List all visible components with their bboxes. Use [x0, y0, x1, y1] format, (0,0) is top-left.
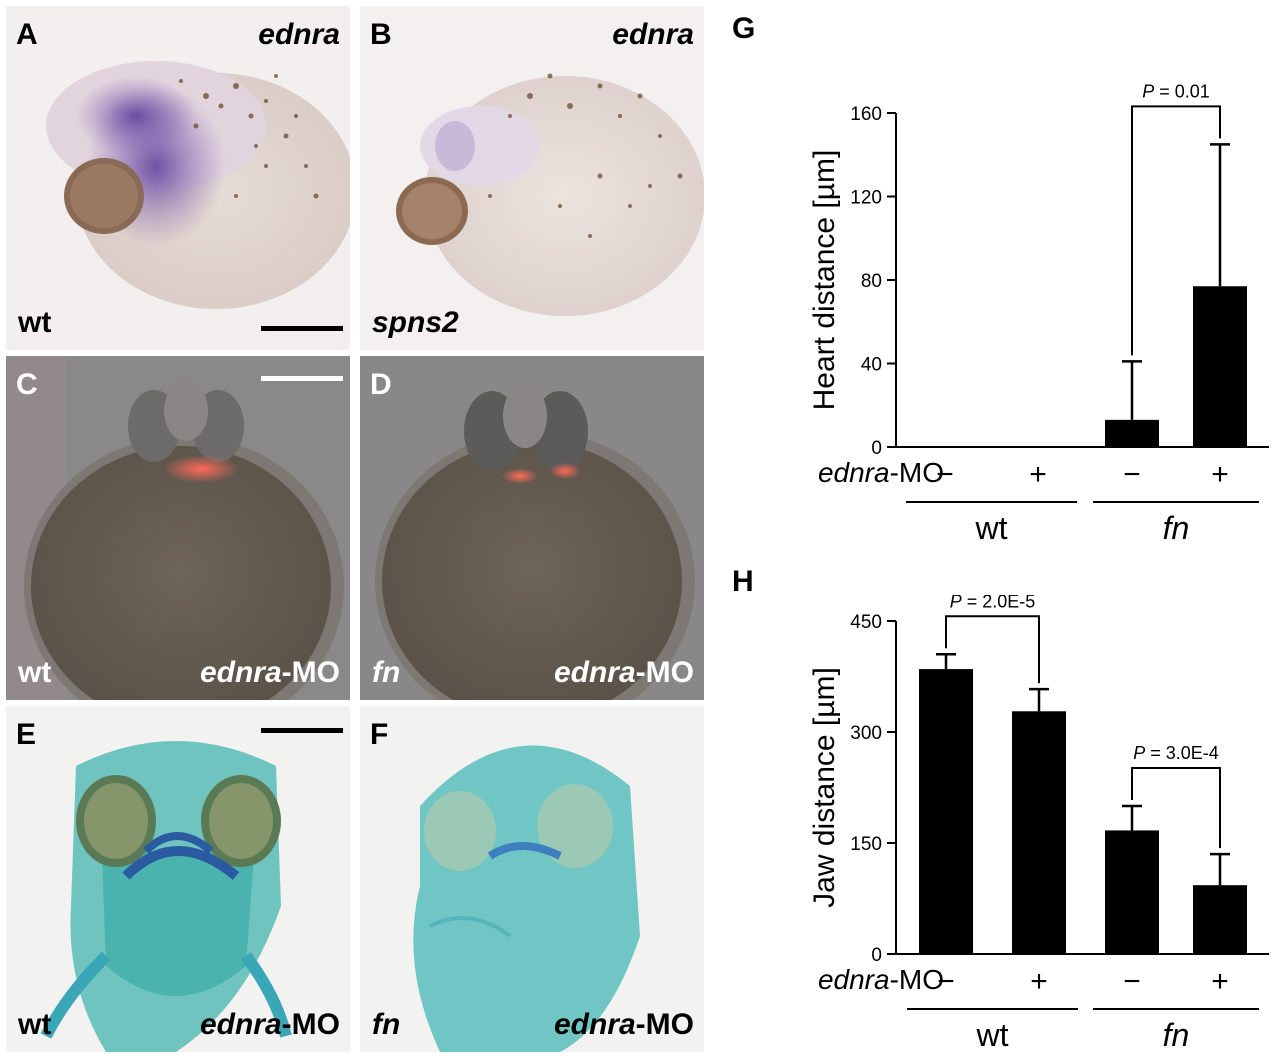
significance-bracket	[1131, 767, 1221, 849]
y-tick-label: 450	[850, 612, 882, 633]
bar	[1193, 885, 1247, 954]
panel-b: B ednra spns2	[360, 6, 704, 350]
panel-letter: C	[16, 368, 38, 401]
bar	[1193, 286, 1247, 447]
panel-letter: F	[370, 718, 389, 751]
panel-f: F fn ednra-MO	[360, 706, 704, 1052]
jaw-distance-bar-chart: 0 150 300 450 Jaw distance [µm] P = 2.0E-5 P =…	[808, 591, 1269, 1053]
category-label: −	[936, 458, 954, 491]
genotype-label: wt	[18, 306, 52, 339]
bar	[1105, 830, 1159, 954]
genotype-label: wt	[18, 656, 52, 689]
chart-h: 0 150 300 450 Jaw distance [µm] P = 2.0E-5 P =…	[720, 591, 1275, 1055]
treatment-label: ednra-MO	[553, 1008, 694, 1041]
scale-bar	[261, 376, 343, 381]
treatment-label: ednra-MO	[553, 656, 694, 689]
panel-letter: A	[16, 18, 38, 51]
category-label: +	[1029, 458, 1047, 491]
panel-letter-h: H	[732, 565, 754, 598]
genotype-label: fn	[372, 1008, 401, 1041]
category-label: +	[1030, 965, 1048, 998]
larva-cartilage-image-e	[6, 706, 350, 1052]
panel-a: A ednra wt	[6, 6, 350, 350]
gene-label: ednra	[612, 18, 694, 51]
y-axis-label: Heart distance [µm]	[808, 150, 841, 411]
scale-bar	[261, 326, 343, 331]
panel-c: C wt ednra-MO	[6, 356, 350, 700]
y-tick-label: 80	[861, 271, 882, 292]
y-tick-label: 300	[850, 723, 882, 744]
p-value-label: P = 3.0E-4	[1133, 743, 1219, 763]
embryo-fluorescence-image-d	[360, 356, 704, 700]
heart-distance-bar-chart: 0 40 80 120 160 Heart distance [µm] P = 0.01 ed…	[808, 81, 1269, 546]
group-label: wt	[976, 1017, 1009, 1053]
category-label: +	[1211, 965, 1229, 998]
category-label: −	[1123, 965, 1141, 998]
y-tick-label: 160	[850, 104, 882, 125]
group-label: wt	[975, 510, 1008, 546]
embryo-ish-image-a	[6, 6, 350, 350]
bar	[919, 669, 973, 954]
y-tick-label: 40	[861, 355, 882, 376]
significance-bracket	[945, 615, 1040, 684]
embryo-ish-image-b	[360, 6, 704, 350]
panel-letter: B	[370, 18, 392, 51]
group-label: fn	[1163, 1017, 1190, 1053]
genotype-label: fn	[372, 656, 401, 689]
p-value-label: P = 0.01	[1142, 81, 1210, 101]
genotype-label: wt	[18, 1008, 52, 1041]
significance-bracket	[1131, 105, 1221, 356]
genotype-label: spns2	[372, 306, 459, 339]
panel-letter: E	[16, 718, 37, 751]
treatment-label: ednra-MO	[199, 656, 340, 689]
treatment-row-label: ednra-MO	[818, 964, 944, 995]
treatment-row-label: ednra-MO	[818, 457, 944, 488]
embryo-fluorescence-image-c	[6, 356, 350, 700]
gene-label: ednra	[258, 18, 340, 51]
y-axis-label: Jaw distance [µm]	[808, 667, 841, 908]
bar	[1105, 419, 1159, 447]
panel-e: E wt ednra-MO	[6, 706, 350, 1052]
group-label: fn	[1163, 510, 1190, 546]
p-value-label: P = 2.0E-5	[950, 595, 1036, 611]
category-label: +	[1211, 458, 1229, 491]
larva-cartilage-image-f	[360, 706, 704, 1052]
y-tick-label: 0	[871, 945, 882, 966]
y-tick-label: 120	[850, 188, 882, 209]
treatment-label: ednra-MO	[199, 1008, 340, 1041]
bar	[1012, 711, 1066, 954]
y-tick-label: 0	[871, 438, 882, 459]
category-label: −	[1123, 458, 1141, 491]
chart-g: 0 40 80 120 160 Heart distance [µm] P = 0.01 ed…	[720, 60, 1275, 560]
category-label: −	[937, 965, 955, 998]
scale-bar	[261, 728, 343, 733]
panel-letter-g: G	[732, 12, 756, 45]
panel-letter: D	[370, 368, 392, 401]
y-tick-label: 150	[850, 834, 882, 855]
panel-d: D fn ednra-MO	[360, 356, 704, 700]
